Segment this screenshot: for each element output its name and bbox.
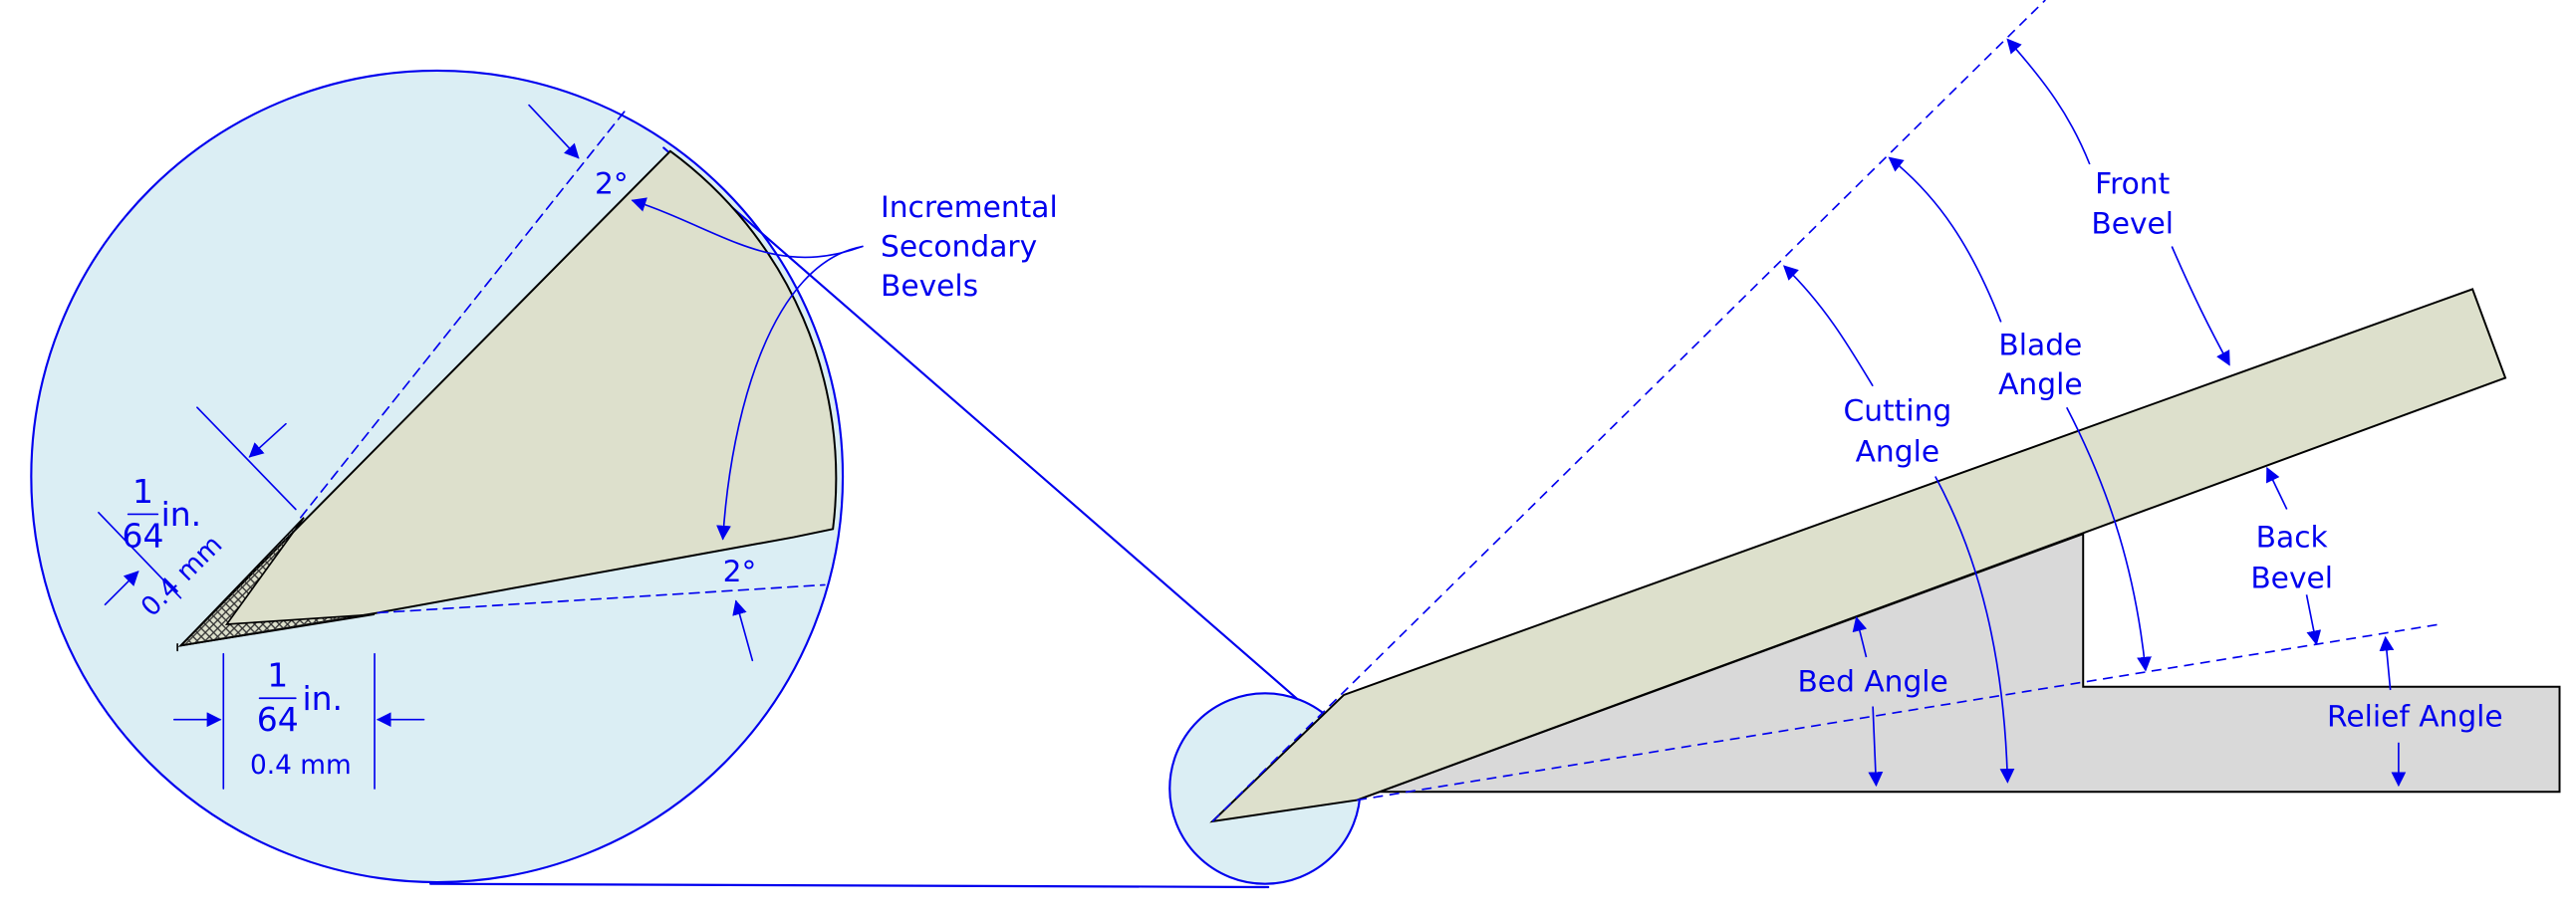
fraction-num: 1 bbox=[132, 472, 153, 511]
angle-label: 2° bbox=[723, 555, 757, 589]
fraction-num: 1 bbox=[267, 656, 288, 695]
label: Relief Angle bbox=[2327, 699, 2503, 734]
label: Front bbox=[2095, 167, 2170, 202]
label: Blade bbox=[1998, 328, 2082, 362]
label: Angle bbox=[1856, 435, 1939, 470]
label: Bevel bbox=[2091, 206, 2174, 241]
label: Cutting bbox=[1844, 393, 1952, 428]
label: Bed Angle bbox=[1797, 665, 1947, 700]
label-line: Secondary bbox=[881, 229, 1037, 264]
fraction-den: 64 bbox=[122, 516, 163, 555]
label-line: Bevels bbox=[881, 269, 978, 304]
label: Bevel bbox=[2250, 562, 2333, 596]
labels: Incremental Secondary Bevels 2° 2° 1 64 … bbox=[122, 167, 2502, 781]
fraction-den: 64 bbox=[257, 700, 299, 739]
zoom-view bbox=[30, 69, 1323, 889]
main-view bbox=[1168, 0, 2561, 885]
angle-label: 2° bbox=[595, 167, 629, 202]
unit: in. bbox=[302, 679, 343, 718]
unit: in. bbox=[161, 495, 202, 534]
label-line: Incremental bbox=[881, 190, 1058, 225]
metric: 0.4 mm bbox=[250, 751, 352, 781]
label: Back bbox=[2256, 520, 2329, 555]
label: Angle bbox=[1998, 367, 2082, 402]
